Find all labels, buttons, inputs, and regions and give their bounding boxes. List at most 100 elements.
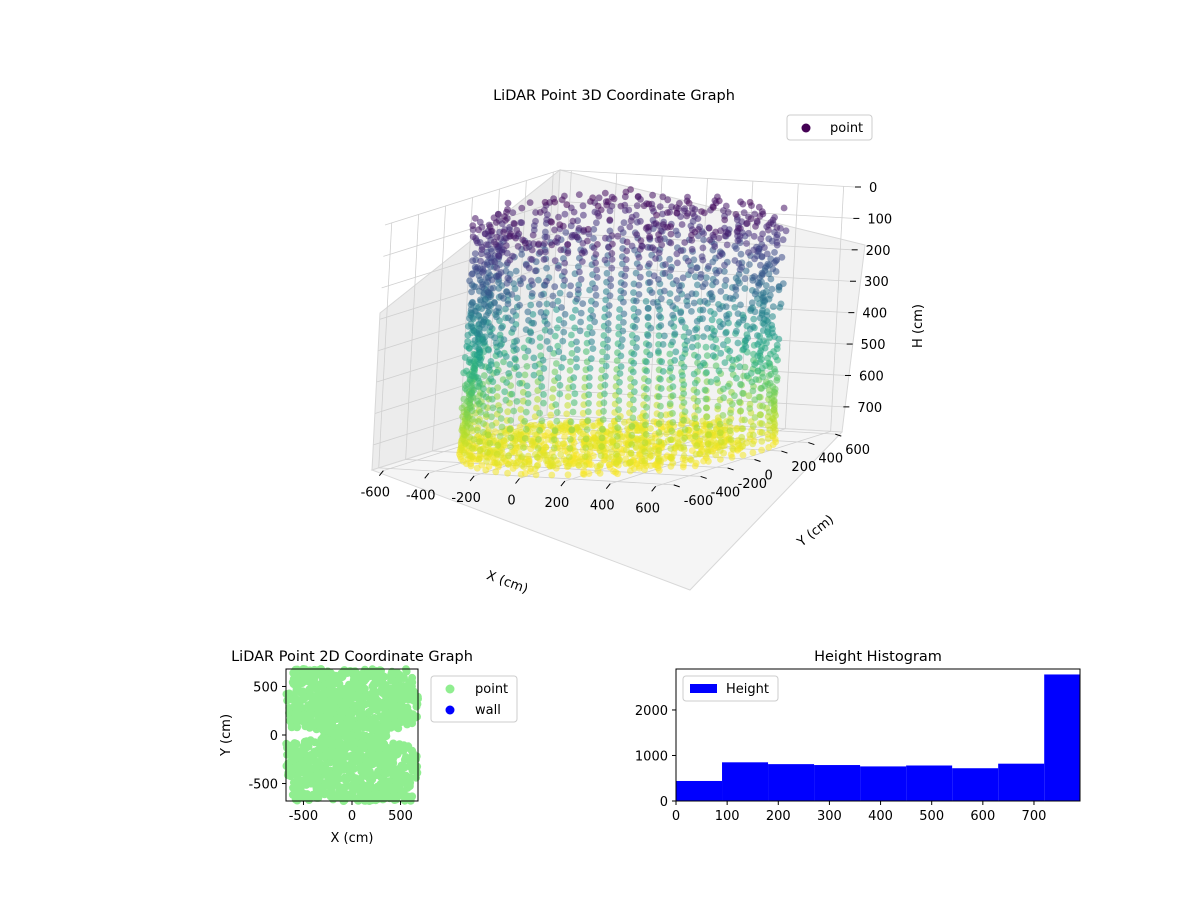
point-3d [751,273,758,280]
histogram-x-tick-label: 500 [919,809,944,824]
point-3d [731,304,739,311]
point-3d [735,224,742,232]
point-3d [469,415,476,423]
point-3d [747,215,755,223]
point-3d [735,319,743,326]
point-3d [667,239,675,247]
point-3d [733,424,741,432]
point-3d [599,425,606,433]
point-3d [666,350,674,358]
point-3d [466,314,473,322]
point-2d [314,683,323,691]
point-3d [734,339,742,347]
point-2d [376,712,385,721]
point-3d [645,314,652,322]
point-2d [320,673,329,682]
point-3d [496,350,504,358]
point-3d [559,354,567,362]
point-3d [625,206,633,214]
point-2d [316,665,325,674]
point-3d [632,269,640,277]
point-3d [508,390,516,398]
point-3d [502,242,510,249]
point-2d [394,777,403,786]
point-3d [591,284,599,292]
point-2d [361,731,370,740]
point-2d [381,681,390,689]
point-3d [469,222,477,230]
point-3d [645,270,653,278]
point-3d [758,385,765,392]
point-3d [734,310,742,317]
point-2d [372,688,381,697]
point-3d [462,385,469,392]
point-3d [655,429,663,436]
point-3d [706,236,714,244]
point-3d [623,238,631,246]
point-3d [554,374,562,382]
point-3d [636,264,644,271]
point-3d [720,385,727,393]
point-3d [540,313,548,320]
point-3d [612,460,620,467]
point-3d [650,272,658,280]
point-3d [473,426,481,434]
point-2d [369,725,378,734]
point-3d [509,308,517,315]
point-2d [368,775,377,784]
point-2d [331,692,340,701]
point-3d [538,383,546,390]
histogram-x-tick-label: 600 [970,809,995,824]
point-3d [751,255,758,263]
x-tick-label-3d: 400 [590,499,615,514]
histogram-bars [676,674,1080,801]
point-3d [465,358,473,366]
point-3d [647,425,654,432]
point-3d [674,259,681,267]
point-3d [739,389,746,397]
point-2d [383,750,392,759]
point-3d [627,449,635,457]
point-3d [737,301,744,309]
point-3d [680,461,687,469]
point-3d [479,269,486,276]
point-3d [757,411,764,419]
point-3d [643,395,651,402]
point-3d [739,451,747,459]
point-3d [468,323,476,331]
point-3d [623,446,630,453]
point-3d [495,272,502,280]
point-3d [556,381,564,389]
point-3d [601,189,609,197]
point-3d [654,464,662,472]
point-3d [463,451,471,459]
point-3d [493,459,501,467]
point-3d [751,396,759,404]
grid-line-y [378,222,393,468]
point-3d [631,379,638,386]
point-3d [764,435,772,442]
point-3d [606,461,613,468]
point-3d [566,367,574,374]
histogram-x-tick-label: 100 [715,809,740,824]
point-3d [678,318,686,326]
legend-histogram-label: Height [726,682,769,697]
point-3d [769,303,777,311]
point-3d [482,466,490,474]
point-3d [762,282,770,289]
point-3d [683,337,691,345]
point-3d [655,332,663,339]
point-3d [700,333,707,340]
point-3d [620,319,627,326]
point-3d [760,320,768,328]
point-3d [721,359,729,366]
point-3d [735,260,743,267]
x-tick-3d [605,483,611,490]
point-2d [312,781,321,790]
point-3d [592,259,599,267]
point-3d [514,243,522,250]
point-3d [775,335,783,343]
point-3d [615,406,622,414]
point-3d [527,255,535,263]
point-3d [520,444,527,451]
